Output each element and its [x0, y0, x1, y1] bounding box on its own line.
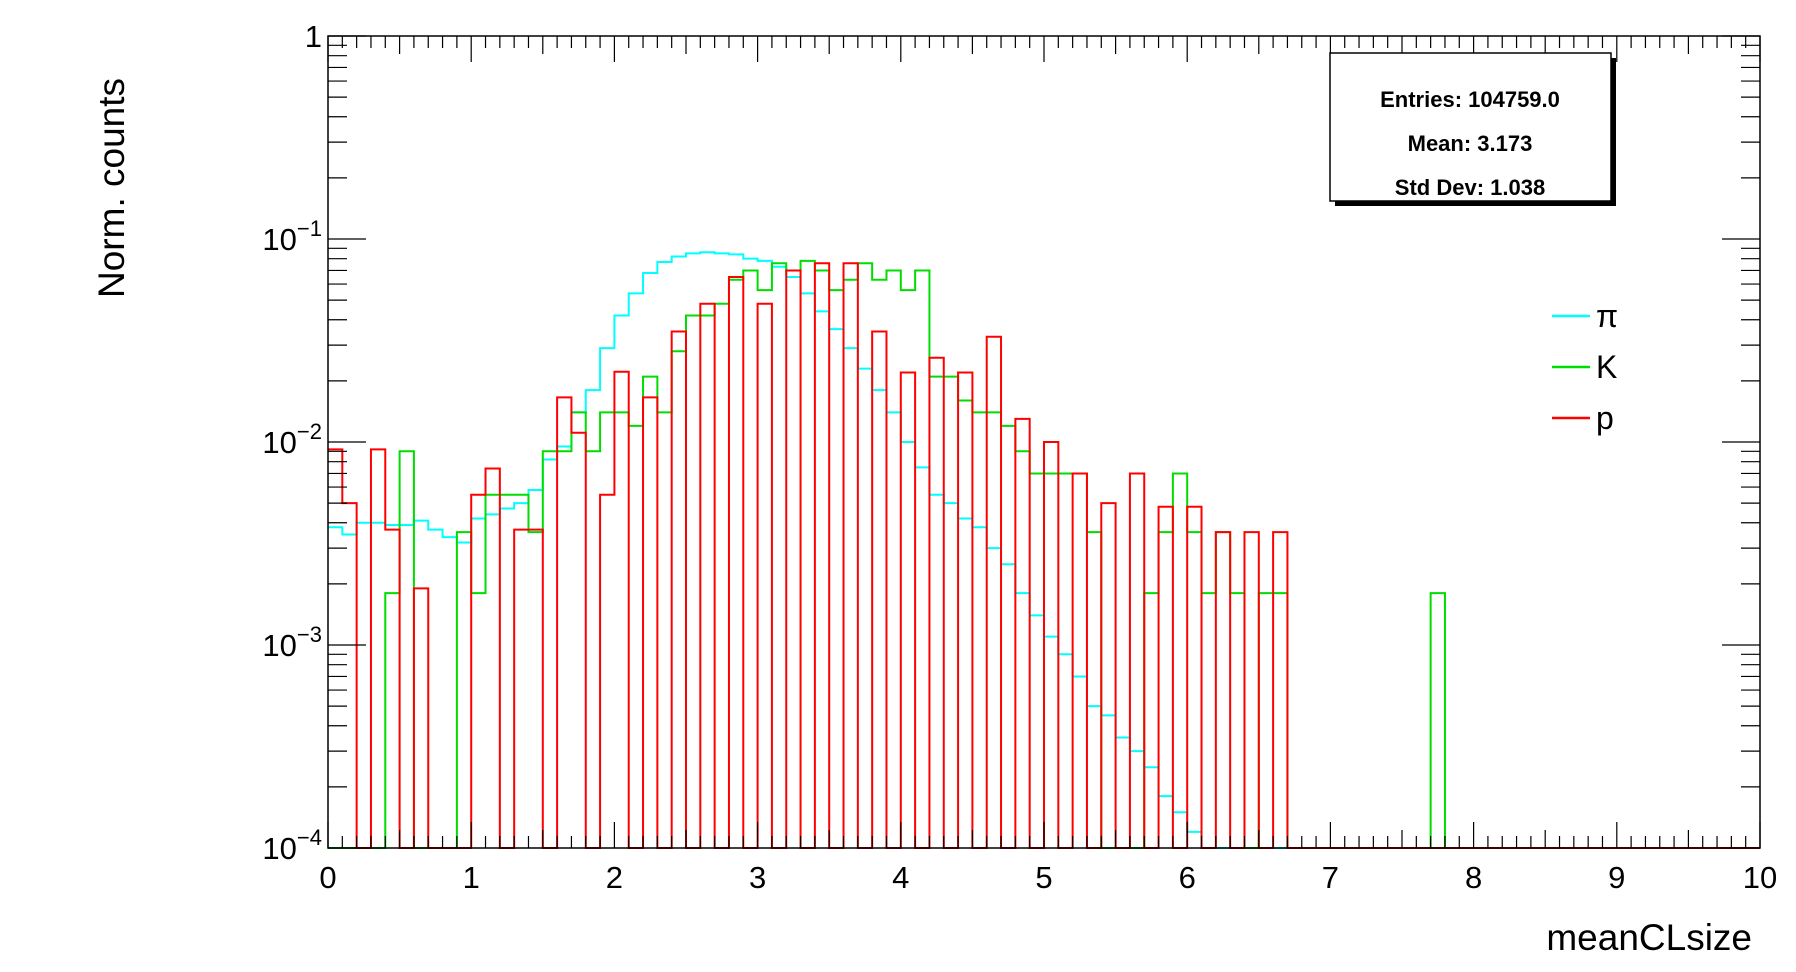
x-tick-labels: 0 1 2 3 4 5 6 7 8 9 10: [319, 860, 1777, 895]
x-tick-label: 0: [319, 860, 336, 895]
y-tick-label: 10−1: [262, 216, 322, 257]
x-tick-label: 4: [892, 860, 909, 895]
axis-ticks: [327, 35, 1761, 849]
stats-mean: Mean: 3.173: [1408, 131, 1533, 156]
series-2-line: [328, 262, 1760, 849]
stats-std-dev: Std Dev: 1.038: [1395, 175, 1545, 200]
y-tick-labels: 1 10−1 10−2 10−3 10−4: [262, 19, 322, 866]
y-tick-label: 10−4: [262, 825, 322, 866]
stats-box-frame: [1329, 52, 1612, 202]
x-tick-label: 3: [749, 860, 766, 895]
tick-layer: [327, 35, 1761, 849]
x-tick-label: 7: [1322, 860, 1339, 895]
x-tick-label: 9: [1608, 860, 1625, 895]
legend-label-1: K: [1596, 349, 1617, 385]
legend-label-0: π: [1596, 298, 1618, 334]
y-tick-label: 1: [305, 19, 322, 54]
x-tick-label: 10: [1743, 860, 1777, 895]
x-tick-label: 5: [1035, 860, 1052, 895]
x-tick-label: 1: [463, 860, 480, 895]
x-tick-label: 2: [606, 860, 623, 895]
y-tick-label: 10−3: [262, 622, 322, 663]
legend-label-2: p: [1596, 400, 1614, 436]
y-axis-title: Norm. counts: [91, 78, 132, 298]
stats-box: Entries: 104759.0 Mean: 3.173 Std Dev: 1…: [1329, 52, 1616, 206]
legend: πKp: [1552, 298, 1618, 436]
y-tick-label: 10−2: [262, 419, 322, 460]
x-tick-label: 8: [1465, 860, 1482, 895]
x-axis-title: meanCLsize: [1546, 917, 1752, 958]
stats-entries: Entries: 104759.0: [1380, 87, 1560, 112]
series-layer: [328, 251, 1760, 849]
x-tick-label: 6: [1179, 860, 1196, 895]
